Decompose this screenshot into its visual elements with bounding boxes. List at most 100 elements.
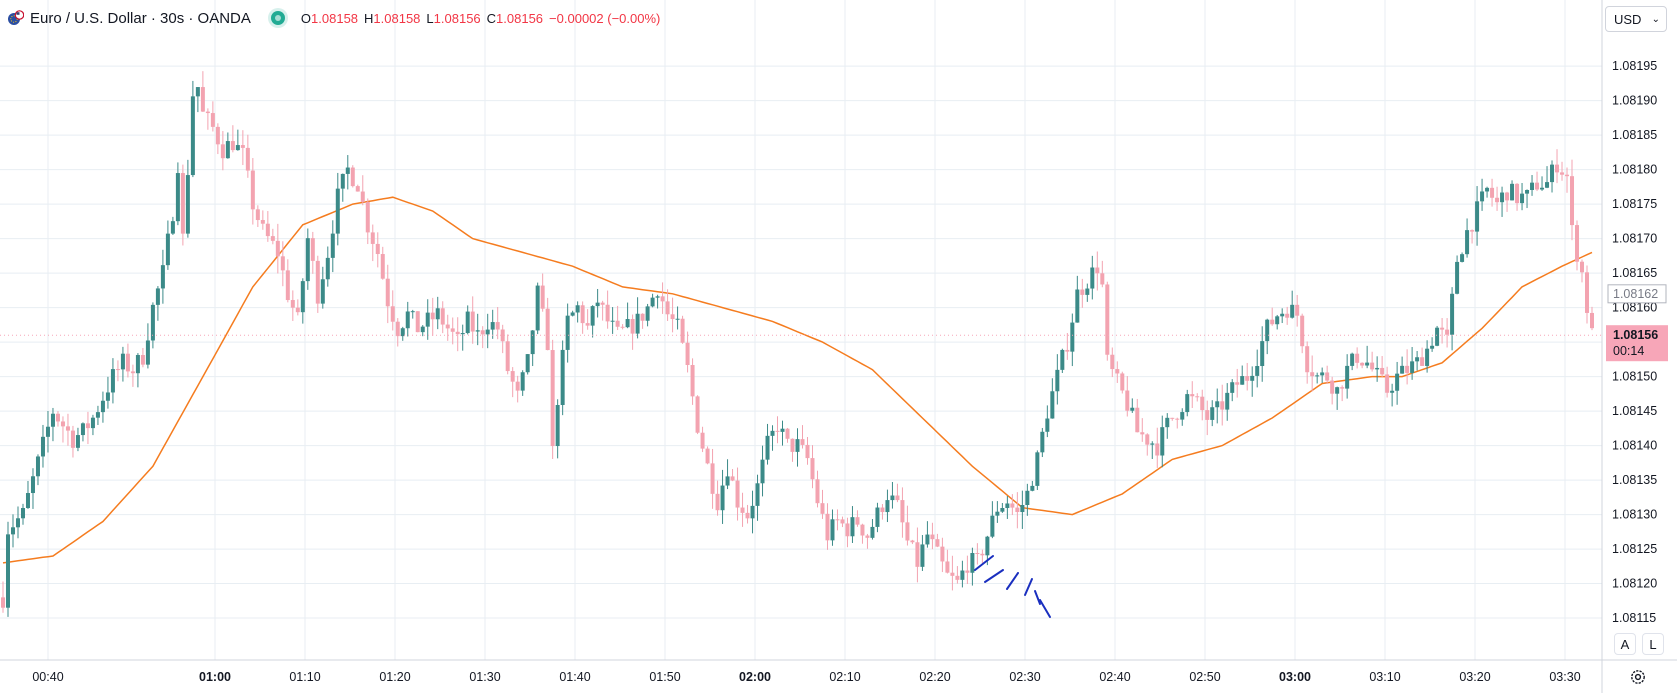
candle-body — [1590, 312, 1594, 329]
time-tick-label: 01:40 — [559, 670, 590, 684]
candle-body — [1340, 387, 1345, 389]
time-tick-label: 02:00 — [739, 670, 771, 684]
candle-body — [1485, 187, 1490, 192]
candle-body — [965, 570, 970, 573]
candle-body — [815, 479, 820, 504]
candle-body — [1520, 193, 1525, 204]
time-tick-label: 01:00 — [199, 670, 231, 684]
candle-body — [310, 238, 315, 261]
candle-body — [1245, 376, 1250, 381]
price-tick-label: 1.08195 — [1612, 59, 1657, 73]
moving-average-path — [2, 196, 1593, 564]
candle-body — [1250, 375, 1255, 381]
candle-body — [1315, 375, 1320, 377]
candle-body — [1295, 304, 1300, 316]
candle-body — [735, 480, 740, 508]
candle-body — [480, 330, 485, 335]
candle-body — [1290, 304, 1295, 318]
candle-body — [1125, 390, 1130, 411]
candle-body — [335, 188, 340, 234]
annotation-stroke — [1024, 578, 1033, 596]
candle-body — [900, 500, 905, 523]
candle-body — [1345, 365, 1350, 389]
symbol-title[interactable]: Euro / U.S. Dollar · 30s · OANDA — [30, 9, 251, 27]
candle-body — [1135, 407, 1140, 433]
candle-body — [970, 553, 975, 573]
candle-body — [680, 318, 685, 343]
candle-body — [1505, 192, 1510, 201]
countdown-label: 00:14 — [1613, 344, 1644, 358]
candle-body — [85, 423, 90, 429]
candle-body — [1215, 401, 1220, 408]
candle-body — [790, 438, 795, 452]
candle-body — [1055, 369, 1060, 392]
candle-body — [375, 243, 380, 255]
candle-body — [1375, 367, 1380, 370]
candle-body — [715, 493, 720, 511]
candle-body — [850, 517, 855, 537]
candle-body — [620, 326, 625, 328]
candle-body — [365, 201, 370, 233]
candle-body — [180, 173, 185, 234]
log-scale-button[interactable]: L — [1642, 633, 1664, 655]
candle-body — [840, 519, 845, 524]
candle-body — [1265, 319, 1270, 342]
candle-body — [1415, 357, 1420, 362]
candle-body — [1080, 289, 1085, 295]
candle-body — [690, 365, 695, 397]
candle-body — [50, 413, 55, 427]
candle-body — [125, 353, 130, 372]
candle-body — [385, 278, 390, 307]
candle-body — [1575, 225, 1580, 262]
candle-body — [220, 144, 225, 159]
candle-body — [1200, 396, 1205, 411]
price-tick-label: 1.08165 — [1612, 266, 1657, 280]
candle-body — [1450, 293, 1455, 335]
candle-body — [15, 518, 20, 528]
candle-body — [595, 302, 600, 307]
candle-body — [450, 328, 455, 332]
candle-body — [705, 448, 710, 464]
candle-body — [1120, 373, 1125, 391]
candle-body — [1095, 267, 1100, 274]
open-value: 1.08158 — [311, 10, 359, 26]
price-scale[interactable]: 1.08115 1.08120 1.08125 1.08130 1.08135 1.081… — [1606, 59, 1668, 625]
currency-select[interactable]: USD ⌄ — [1605, 6, 1667, 32]
time-tick-label: 02:20 — [919, 670, 950, 684]
candle-body — [890, 495, 895, 501]
candle-body — [565, 315, 570, 350]
candle-body — [165, 233, 170, 266]
candle-body — [780, 428, 785, 432]
candle-body — [1190, 394, 1195, 397]
time-scale[interactable]: 00:40 01:00 01:10 01:20 01:30 01:40 01:50 02:00… — [32, 670, 1580, 684]
price-tick-label: 1.08185 — [1612, 128, 1657, 142]
gear-icon[interactable] — [1627, 666, 1649, 688]
candle-body — [545, 308, 550, 351]
candle-body — [1050, 391, 1055, 419]
candle-body — [530, 330, 535, 355]
candle-body — [805, 444, 810, 459]
candle-body — [1030, 485, 1035, 491]
candle-body — [1540, 187, 1545, 190]
candle-body — [275, 240, 280, 257]
candle-body — [985, 536, 990, 556]
candle-body — [1075, 289, 1080, 323]
time-tick-label: 01:20 — [379, 670, 410, 684]
candle-body — [435, 308, 440, 320]
candle-body — [95, 412, 100, 418]
candle-body — [550, 350, 555, 447]
auto-scale-button[interactable]: A — [1614, 633, 1636, 655]
candle-body — [1430, 345, 1435, 349]
drawing-annotation[interactable] — [974, 555, 1051, 618]
candle-body — [760, 459, 765, 484]
candle-body — [940, 546, 945, 562]
candle-body — [570, 312, 575, 316]
candle-body — [1410, 361, 1415, 373]
last-price-tag — [1606, 325, 1668, 362]
candle-body — [1085, 288, 1090, 295]
candle-body — [175, 173, 180, 222]
candle-body — [60, 421, 65, 427]
candle-body — [1425, 348, 1430, 366]
candle-body — [905, 522, 910, 541]
